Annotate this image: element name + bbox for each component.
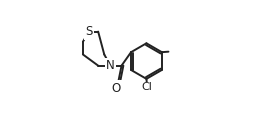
Text: N: N: [106, 59, 115, 72]
Text: Cl: Cl: [141, 82, 152, 93]
Text: S: S: [85, 25, 93, 38]
Text: O: O: [111, 81, 121, 95]
